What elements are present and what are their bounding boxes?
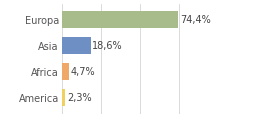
- Bar: [62, 63, 69, 80]
- Bar: [62, 37, 91, 54]
- Text: 74,4%: 74,4%: [180, 15, 211, 25]
- Text: 18,6%: 18,6%: [92, 41, 123, 51]
- Bar: [62, 11, 178, 28]
- Text: 4,7%: 4,7%: [71, 67, 95, 77]
- Bar: [62, 89, 65, 106]
- Text: 2,3%: 2,3%: [67, 93, 91, 103]
